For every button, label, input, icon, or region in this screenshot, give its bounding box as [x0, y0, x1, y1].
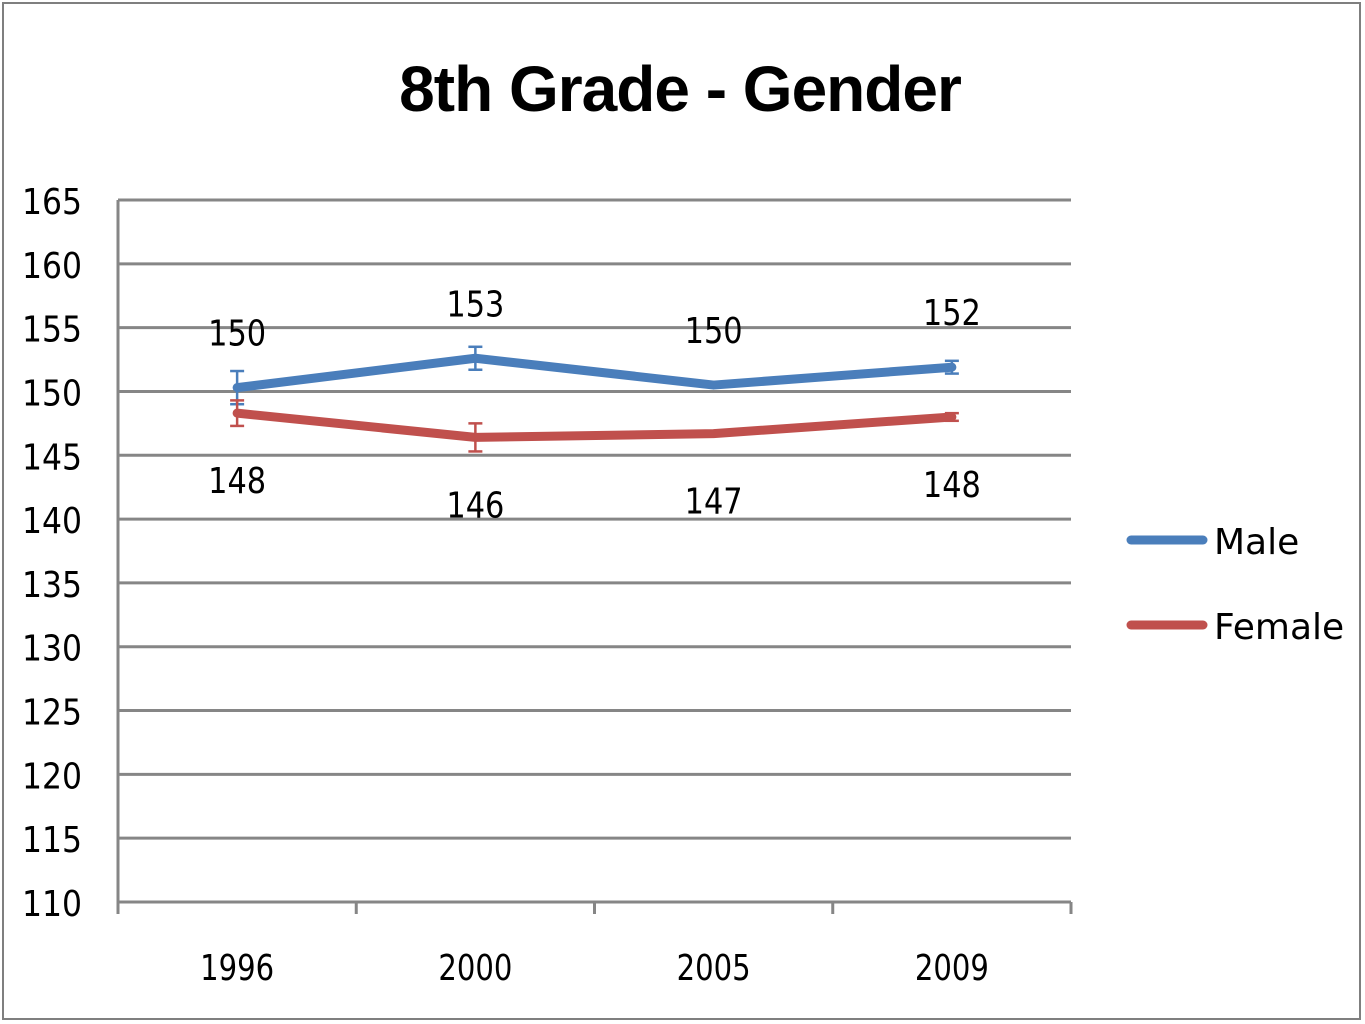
legend-label-female: Female [1214, 607, 1344, 648]
series-lines [232, 353, 957, 442]
y-tick-label: 155 [22, 310, 82, 351]
y-tick-label: 130 [22, 629, 82, 670]
y-tick-label: 115 [22, 820, 82, 861]
x-tick-label: 2000 [438, 948, 512, 989]
data-label: 146 [446, 485, 504, 526]
y-tick-labels: 110 115 120 125 130 135 140 145 150 155 160 165 [22, 182, 82, 925]
y-tick-label: 125 [22, 693, 82, 734]
x-tick-label: 2005 [677, 948, 751, 989]
series-line-female [232, 408, 957, 442]
data-label: 152 [923, 293, 981, 334]
y-tick-label: 150 [22, 373, 82, 414]
y-tick-label: 120 [22, 756, 82, 797]
data-label: 148 [923, 465, 981, 506]
series-line-male [232, 353, 957, 393]
axes [116, 200, 1073, 914]
data-label: 147 [685, 482, 743, 523]
legend-label-male: Male [1214, 522, 1299, 563]
data-label: 150 [685, 311, 743, 352]
y-tick-label: 165 [22, 182, 82, 223]
y-tick-label: 135 [22, 565, 82, 606]
data-label: 148 [208, 461, 266, 502]
y-tick-label: 140 [22, 501, 82, 542]
x-tick-label: 2009 [915, 948, 989, 989]
chart-title: 8th Grade - Gender [399, 53, 962, 125]
data-label: 150 [208, 314, 266, 355]
y-tick-label: 160 [22, 246, 82, 287]
x-tick-labels: 1996 2000 2005 2009 [200, 948, 989, 989]
data-label: 153 [446, 284, 504, 325]
y-tick-label: 145 [22, 437, 82, 478]
legend: Male Female [1126, 522, 1344, 648]
error-bars [230, 345, 959, 453]
x-tick-label: 1996 [200, 948, 274, 989]
gridlines [118, 198, 1071, 840]
data-labels: 150 153 150 152 148 146 147 148 [208, 284, 981, 526]
y-tick-label: 110 [22, 884, 82, 925]
